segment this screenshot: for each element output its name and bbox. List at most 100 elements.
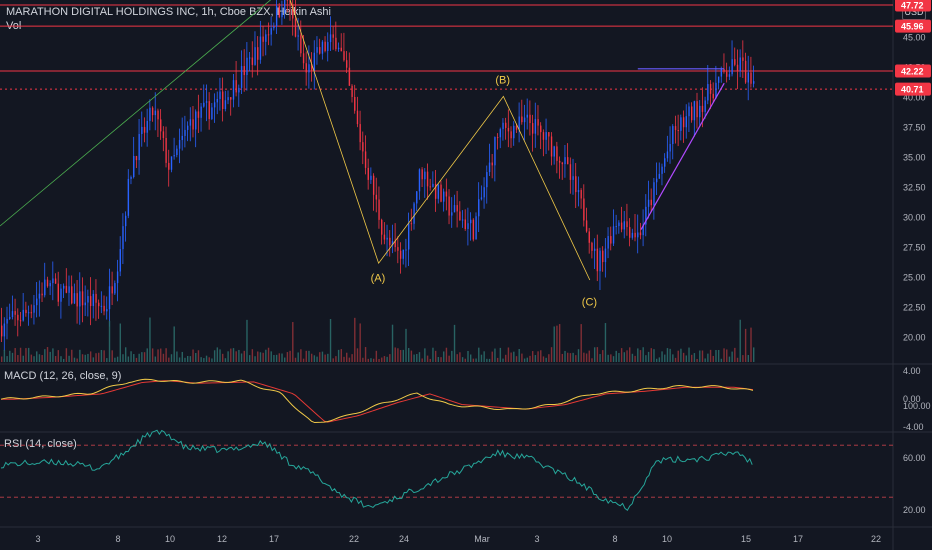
volume-bar: [664, 354, 666, 362]
volume-bar: [502, 358, 504, 362]
candle-body: [65, 285, 68, 293]
candle-body: [243, 66, 245, 76]
volume-bar: [680, 348, 682, 362]
candle-body: [292, 4, 294, 19]
candle-body: [364, 151, 367, 168]
volume-bar: [273, 354, 275, 362]
volume-bar: [618, 353, 620, 362]
candle-body: [200, 106, 202, 118]
elliott-wave-lines: [289, 0, 591, 281]
price-level-label: 42.22: [901, 66, 924, 76]
candle-body: [1, 325, 3, 337]
candle-body: [682, 117, 685, 128]
volume-bar: [27, 347, 30, 362]
volume-bar: [712, 355, 714, 362]
time-axis-label: 3: [35, 534, 40, 544]
candle-body: [240, 66, 243, 88]
price-level-label: 45.96: [901, 22, 924, 32]
volume-bar: [367, 358, 369, 362]
candle-body: [637, 232, 639, 238]
candle-body: [480, 197, 483, 200]
candle-body: [60, 288, 62, 302]
candle-body: [391, 241, 394, 246]
volume-bar: [529, 355, 531, 362]
wave-label: (B): [495, 75, 510, 87]
candle-body: [750, 72, 752, 84]
candle-body: [575, 176, 577, 193]
volume-bar: [162, 353, 165, 362]
candle-body: [739, 57, 741, 71]
candle-body: [189, 119, 192, 126]
candle-body: [505, 122, 507, 128]
volume-bar: [505, 354, 507, 362]
candle-body: [540, 125, 542, 133]
volume-bar: [178, 357, 181, 362]
green-trendline: [0, 0, 272, 227]
candle-body: [289, 0, 291, 5]
volume-bar: [661, 351, 663, 362]
volume-bar: [645, 355, 647, 362]
candle-body: [378, 199, 380, 220]
volume-bar: [437, 357, 440, 362]
candle-body: [340, 47, 343, 52]
volume-bar: [736, 357, 739, 362]
candle-body: [709, 84, 712, 94]
candle-body: [222, 91, 224, 110]
volume-bar: [33, 356, 35, 362]
candle-body: [359, 124, 361, 143]
candle-body: [356, 110, 359, 125]
candle-body: [308, 64, 310, 73]
volume-bar: [329, 319, 332, 362]
price-tick-label: 45.00: [903, 33, 926, 43]
candle-body: [173, 155, 175, 157]
volume-bar: [426, 355, 429, 362]
volume-bar: [270, 351, 272, 362]
volume-bar: [251, 349, 254, 362]
candle-body: [615, 226, 617, 228]
candle-body: [394, 241, 396, 248]
volume-bar: [472, 358, 475, 362]
volume-bar: [483, 351, 485, 362]
candle-body: [162, 131, 165, 138]
candle-body: [507, 127, 510, 132]
candle-body: [127, 178, 130, 216]
volume-bar: [84, 354, 86, 362]
time-axis-label: 24: [399, 534, 409, 544]
candle-body: [515, 125, 518, 130]
candle-body: [410, 223, 413, 225]
volume-bar: [545, 357, 547, 362]
candle-body: [577, 190, 580, 193]
volume-bar: [593, 347, 596, 362]
candle-body: [281, 12, 283, 18]
candle-body: [337, 47, 340, 50]
macd-label: MACD (12, 26, close, 9): [4, 370, 122, 382]
candle-body: [375, 194, 378, 200]
volume-bar: [168, 357, 170, 362]
candle-body: [434, 183, 437, 199]
volume-bar: [294, 357, 297, 362]
candle-body: [558, 160, 561, 163]
volume-bar: [734, 347, 736, 362]
volume-bar: [550, 347, 553, 362]
candle-body: [370, 175, 372, 180]
volume-bar: [224, 358, 227, 362]
candle-body: [300, 35, 302, 54]
volume-bar: [3, 349, 6, 362]
price-tick-label: 37.50: [903, 123, 926, 133]
volume-bar: [308, 350, 310, 362]
candle-body: [664, 158, 666, 167]
volume-bar: [704, 358, 706, 362]
candle-body: [674, 126, 677, 130]
candle-body: [744, 60, 747, 83]
candle-body: [731, 59, 733, 75]
candle-body: [111, 286, 113, 294]
volume-bar: [327, 353, 329, 362]
volume-bar: [486, 358, 488, 362]
volume-bar: [68, 355, 70, 362]
volume-bar: [591, 358, 593, 362]
candle-body: [259, 36, 262, 60]
volume-bar: [421, 358, 423, 362]
rsi-label: RSI (14, close): [4, 438, 77, 450]
volume-bar: [119, 323, 121, 362]
